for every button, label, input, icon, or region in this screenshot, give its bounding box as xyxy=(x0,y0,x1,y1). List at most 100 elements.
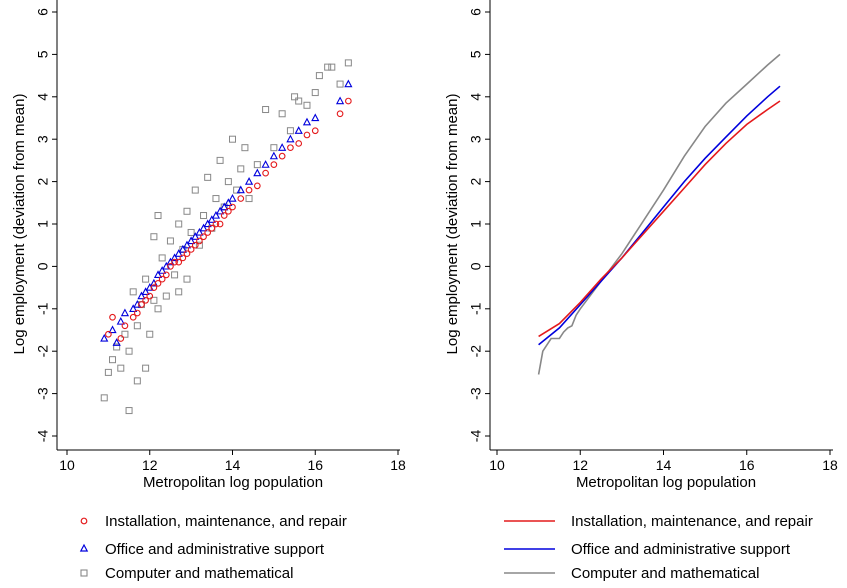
x-tick-label: 18 xyxy=(390,457,406,473)
data-point-computer xyxy=(311,89,319,97)
y-tick-label: 6 xyxy=(468,8,484,16)
x-tick-label: 10 xyxy=(59,457,75,473)
data-point-office xyxy=(100,333,109,342)
data-point-installation xyxy=(204,229,212,236)
data-point-office xyxy=(195,227,204,236)
data-point-installation xyxy=(311,127,319,135)
data-point-computer xyxy=(150,296,158,304)
data-point-computer xyxy=(286,127,294,135)
data-point-computer xyxy=(212,195,220,203)
data-point-installation xyxy=(336,110,344,118)
data-point-office xyxy=(244,177,254,185)
data-point-office xyxy=(187,236,196,245)
data-point-computer xyxy=(224,178,232,186)
data-point-office xyxy=(108,325,117,334)
line-panel: Log employment (deviation from mean) Met… xyxy=(444,0,838,491)
data-point-computer xyxy=(195,241,203,249)
data-point-computer xyxy=(253,161,261,169)
data-point-installation xyxy=(278,152,286,160)
legend-marker-square xyxy=(80,569,88,577)
data-point-office xyxy=(174,249,183,257)
data-point-computer xyxy=(291,93,299,101)
data-point-computer xyxy=(125,407,133,415)
y-tick-label: -3 xyxy=(35,387,51,400)
y-axis-label: Log employment (deviation from mean) xyxy=(11,94,28,355)
data-point-computer xyxy=(162,292,170,300)
data-point-installation xyxy=(270,161,278,168)
data-point-computer xyxy=(175,220,183,228)
data-point-installation xyxy=(196,237,203,245)
data-point-computer xyxy=(241,144,249,152)
y-tick-label: -1 xyxy=(35,302,51,315)
data-point-installation xyxy=(237,195,245,202)
data-point-office xyxy=(302,117,312,126)
data-point-office xyxy=(207,215,216,223)
legend-marker-circle xyxy=(80,517,88,525)
y-tick-label: 5 xyxy=(35,50,51,58)
y-tick-label: -3 xyxy=(468,387,484,400)
x-tick-label: 16 xyxy=(307,457,323,473)
data-point-installation xyxy=(175,258,183,266)
data-point-computer xyxy=(150,233,158,241)
data-point-installation xyxy=(105,330,112,338)
data-point-installation xyxy=(129,313,137,321)
legend-label: Installation, maintenance, and repair xyxy=(571,513,813,530)
y-tick-label: -1 xyxy=(468,302,484,315)
data-point-installation xyxy=(150,284,158,291)
data-point-computer xyxy=(216,156,224,164)
data-point-office xyxy=(178,244,187,253)
data-point-computer xyxy=(191,186,199,194)
x-tick-label: 16 xyxy=(739,457,755,473)
y-tick-label: -2 xyxy=(35,345,51,358)
y-tick-label: 0 xyxy=(468,262,484,270)
data-point-computer xyxy=(129,288,137,296)
data-point-installation xyxy=(117,335,125,342)
data-point-computer xyxy=(233,186,241,194)
data-point-computer xyxy=(183,275,191,283)
data-point-computer xyxy=(158,254,166,262)
x-tick-label: 10 xyxy=(489,457,505,473)
data-point-office xyxy=(294,126,303,134)
data-point-office xyxy=(137,291,146,300)
series-line-office xyxy=(538,85,781,346)
data-point-office xyxy=(215,206,225,215)
data-point-installation xyxy=(220,212,228,219)
data-point-installation xyxy=(212,220,220,228)
x-tick-label: 14 xyxy=(225,457,241,473)
y-tick-label: 2 xyxy=(468,177,484,185)
y-tick-label: 4 xyxy=(35,93,51,101)
data-point-office xyxy=(158,266,167,274)
data-point-computer xyxy=(270,144,278,152)
data-point-installation xyxy=(109,313,116,321)
data-point-office xyxy=(269,151,278,160)
data-point-computer xyxy=(142,364,150,372)
data-point-installation xyxy=(167,263,174,270)
data-point-computer xyxy=(125,347,133,355)
y-tick-label: 1 xyxy=(468,220,484,228)
data-point-office xyxy=(112,338,121,346)
y-tick-label: -2 xyxy=(468,345,484,358)
data-point-installation xyxy=(245,186,253,194)
series-line-computer xyxy=(537,53,781,375)
data-point-computer xyxy=(295,97,303,105)
data-point-installation xyxy=(345,97,352,105)
data-point-office xyxy=(220,202,229,211)
data-point-computer xyxy=(336,80,344,88)
data-point-computer xyxy=(324,63,332,71)
data-point-computer xyxy=(237,165,245,173)
data-point-office xyxy=(228,193,237,202)
data-point-office xyxy=(170,253,179,262)
data-point-office xyxy=(224,198,233,206)
data-point-computer xyxy=(109,356,117,364)
data-point-office xyxy=(211,210,221,219)
data-point-installation xyxy=(262,169,269,177)
data-point-computer xyxy=(171,271,179,279)
data-point-installation xyxy=(187,246,195,253)
data-point-installation xyxy=(216,220,224,228)
data-point-installation xyxy=(208,224,216,232)
data-point-office xyxy=(344,79,353,88)
data-point-computer xyxy=(100,394,108,402)
y-tick-label: 6 xyxy=(35,8,51,16)
scatter-legend: Installation, maintenance, and repair Of… xyxy=(79,513,347,582)
